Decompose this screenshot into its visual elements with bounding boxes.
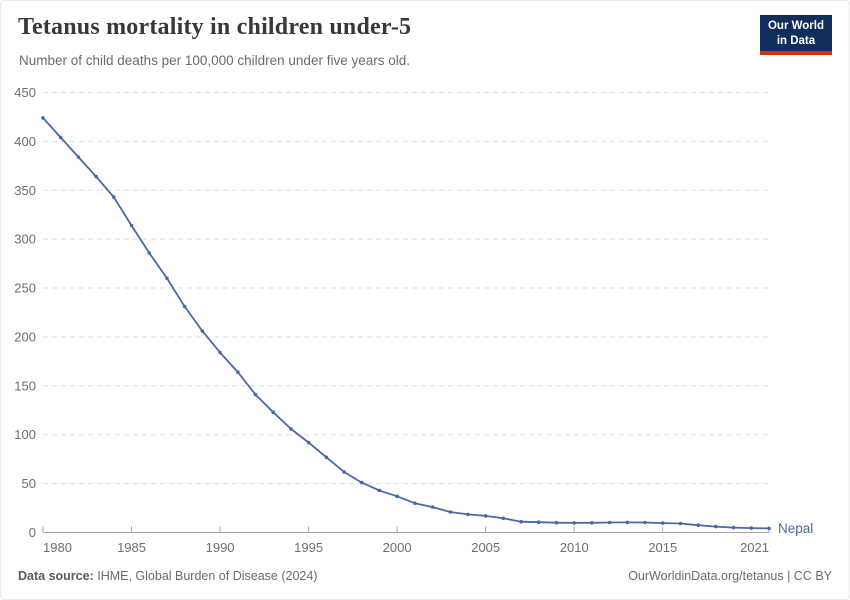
- data-point[interactable]: [112, 195, 116, 199]
- y-axis-tick-label: 50: [22, 476, 36, 491]
- y-axis-tick-label: 300: [14, 232, 36, 247]
- data-point[interactable]: [466, 512, 470, 517]
- data-point[interactable]: [448, 510, 453, 514]
- y-axis-tick-label: 350: [14, 183, 36, 198]
- y-axis-tick-label: 100: [14, 427, 36, 442]
- owid-logo[interactable]: Our World in Data: [759, 15, 832, 56]
- data-point[interactable]: [41, 116, 45, 120]
- data-point[interactable]: [218, 350, 222, 355]
- x-axis-tick-label: 1995: [294, 540, 323, 555]
- owid-logo-line1: Our World: [767, 20, 824, 32]
- x-axis-tick-label: 1990: [206, 540, 235, 555]
- data-point[interactable]: [253, 392, 258, 397]
- data-source-label: Data source:: [18, 569, 94, 583]
- x-axis-tick-label: 1980: [43, 540, 72, 555]
- data-point[interactable]: [147, 251, 151, 255]
- data-point[interactable]: [129, 223, 134, 228]
- data-point[interactable]: [519, 519, 523, 524]
- data-line-nepal[interactable]: [42, 117, 770, 530]
- page-title: Tetanus mortality in children under-5: [18, 14, 412, 40]
- data-point[interactable]: [236, 370, 240, 374]
- x-axis-tick-label: 2015: [648, 540, 677, 555]
- y-axis-tick-label: 0: [29, 525, 36, 540]
- page-subtitle: Number of child deaths per 100,000 child…: [19, 53, 410, 68]
- data-point[interactable]: [377, 488, 382, 493]
- data-point[interactable]: [271, 410, 276, 415]
- data-point[interactable]: [413, 501, 417, 506]
- x-axis-tick-label: 2010: [560, 540, 589, 555]
- y-axis-tick-label: 200: [14, 329, 36, 344]
- data-point[interactable]: [767, 526, 771, 531]
- data-point[interactable]: [165, 276, 169, 281]
- data-point[interactable]: [554, 520, 559, 525]
- data-point[interactable]: [359, 480, 364, 485]
- data-point[interactable]: [731, 525, 736, 530]
- owid-logo-line2: in Data: [776, 34, 816, 47]
- y-axis-tick-label: 150: [14, 378, 36, 393]
- data-point[interactable]: [200, 329, 205, 333]
- data-point[interactable]: [306, 440, 311, 445]
- data-point[interactable]: [94, 174, 98, 179]
- x-axis-tick-label: 2021: [740, 540, 769, 555]
- x-axis-tick-label: 2000: [383, 540, 412, 555]
- x-axis-tick-label: 2005: [471, 540, 500, 555]
- data-point[interactable]: [572, 521, 576, 525]
- data-point[interactable]: [678, 521, 683, 526]
- data-point[interactable]: [182, 304, 187, 309]
- entity-label[interactable]: Nepal: [778, 521, 813, 536]
- data-point[interactable]: [749, 526, 754, 530]
- y-axis-tick-label: 250: [14, 281, 36, 296]
- data-point[interactable]: [342, 470, 346, 474]
- y-axis-tick-label: 400: [14, 134, 36, 149]
- data-point[interactable]: [501, 516, 506, 521]
- data-point[interactable]: [324, 455, 329, 460]
- data-point[interactable]: [607, 520, 612, 525]
- data-point[interactable]: [590, 521, 594, 525]
- data-point[interactable]: [58, 135, 63, 140]
- attribution-link[interactable]: OurWorldinData.org/tetanus | CC BY: [628, 569, 832, 583]
- y-axis-tick-label: 450: [14, 85, 36, 100]
- data-point[interactable]: [483, 514, 488, 518]
- data-point[interactable]: [395, 494, 399, 499]
- data-point[interactable]: [714, 524, 718, 529]
- x-axis-tick-label: 1985: [117, 540, 146, 555]
- chart-footer: Data source: IHME, Global Burden of Dise…: [18, 569, 832, 583]
- data-point[interactable]: [661, 521, 665, 525]
- data-point[interactable]: [289, 427, 293, 431]
- data-point[interactable]: [537, 520, 541, 524]
- data-source-value: IHME, Global Burden of Disease (2024): [97, 569, 318, 583]
- data-point[interactable]: [625, 520, 630, 525]
- data-source: Data source: IHME, Global Burden of Dise…: [18, 569, 317, 583]
- data-point[interactable]: [696, 523, 700, 527]
- data-point[interactable]: [430, 505, 435, 509]
- data-point[interactable]: [643, 520, 647, 525]
- data-point[interactable]: [76, 155, 81, 159]
